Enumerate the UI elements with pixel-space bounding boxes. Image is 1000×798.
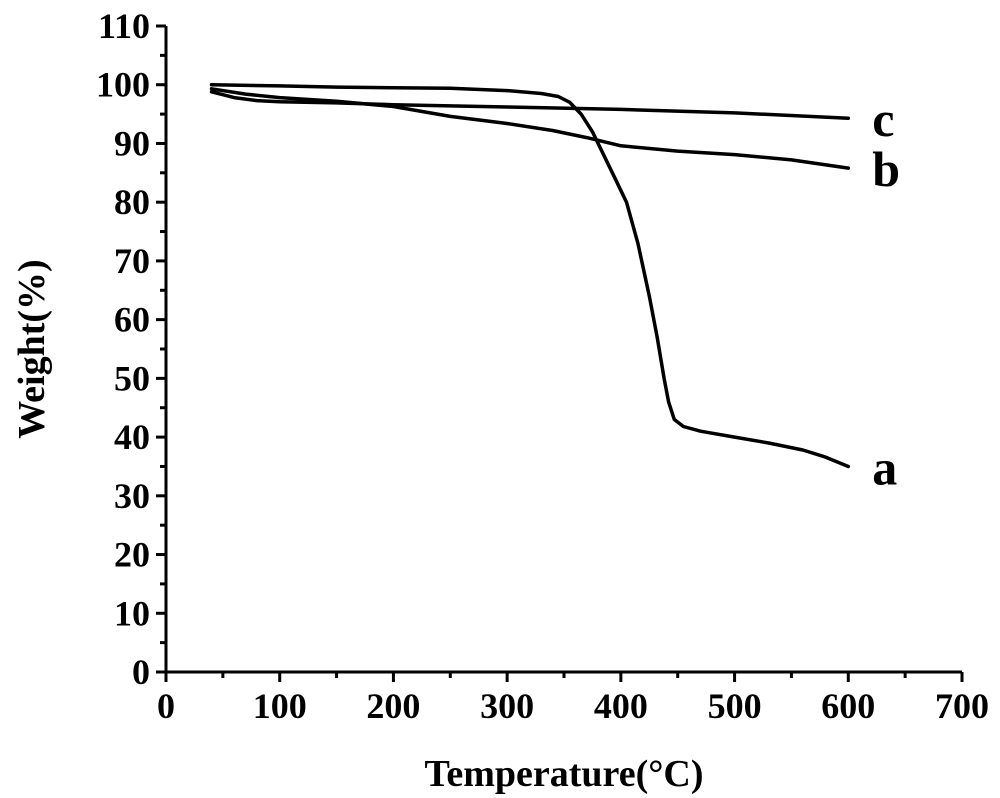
- y-tick-label: 50: [114, 358, 150, 398]
- y-axis-ticks: 0 10 20 30 40 50 60 70 80 90 100 110: [96, 6, 166, 692]
- y-tick-label: 110: [98, 6, 150, 46]
- x-tick-label: 100: [253, 686, 307, 726]
- y-tick-label: 60: [114, 300, 150, 340]
- y-tick-label: 20: [114, 535, 150, 575]
- x-axis-ticks: 0 100 200 300 400 500 600 700: [157, 672, 989, 726]
- y-tick-label: 80: [114, 182, 150, 222]
- x-axis-title: Temperature(°C): [424, 753, 703, 795]
- y-axis-title: Weight(%): [11, 259, 53, 438]
- plot-area: 0 100 200 300 400 500 600 700 0 10 20 30 40 50 60 70 80…: [96, 6, 989, 726]
- y-tick-label: 0: [132, 652, 150, 692]
- x-tick-label: 700: [935, 686, 989, 726]
- series-label-a: a: [872, 439, 897, 495]
- y-tick-label: 100: [96, 65, 150, 105]
- y-tick-label: 90: [114, 123, 150, 163]
- series-line-c: [209, 90, 851, 120]
- x-tick-label: 200: [366, 686, 420, 726]
- x-tick-label: 0: [157, 686, 175, 726]
- series-label-c: c: [872, 91, 894, 147]
- y-tick-label: 40: [114, 417, 150, 457]
- series-line-b: [209, 87, 851, 170]
- series-lines: [209, 82, 851, 469]
- y-tick-label: 70: [114, 241, 150, 281]
- x-tick-label: 500: [708, 686, 762, 726]
- series-label-b: b: [872, 141, 900, 197]
- y-tick-label: 10: [114, 593, 150, 633]
- series-labels: a bc: [872, 91, 900, 495]
- x-tick-label: 300: [480, 686, 534, 726]
- y-tick-label: 30: [114, 476, 150, 516]
- x-tick-label: 400: [594, 686, 648, 726]
- x-tick-label: 600: [821, 686, 875, 726]
- series-line-a: [209, 82, 851, 469]
